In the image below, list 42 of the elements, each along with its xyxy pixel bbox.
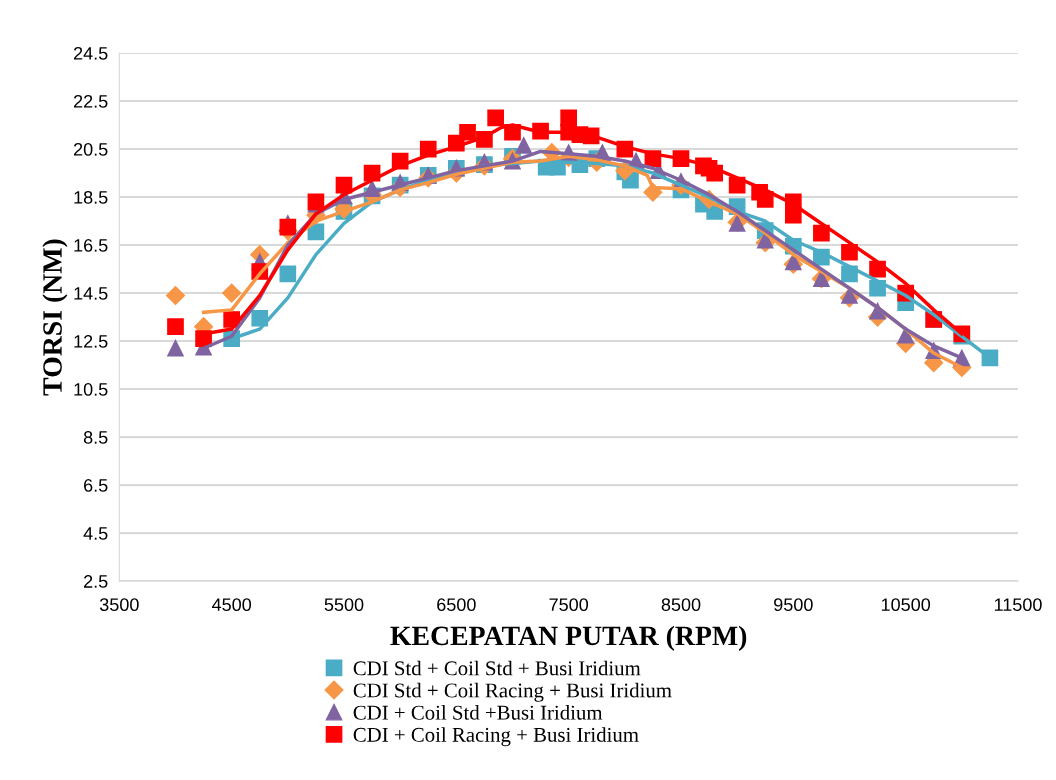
point [167, 318, 184, 336]
x-tick-label: 7500 [549, 598, 589, 612]
x-tick-label: 6500 [437, 598, 476, 612]
point [279, 218, 297, 236]
point [279, 265, 297, 283]
y-tick-label: 6.5 [84, 479, 108, 492]
legend-label: CDI Std + Coil Racing + Busi Iridium [353, 682, 672, 702]
point [756, 191, 774, 208]
x-axis-title: KECEPATAN PUTAR (RPM) [390, 625, 747, 651]
point [869, 279, 886, 297]
y-tick-label: 24.5 [73, 46, 108, 60]
x-tick-label: 3500 [99, 598, 139, 612]
point [560, 109, 577, 127]
legend-label: CDI Std + Coil Std + Busi Iridium [353, 660, 641, 676]
y-tick-label: 22.5 [73, 94, 108, 108]
point [165, 285, 186, 306]
y-tick-label: 18.5 [74, 190, 108, 204]
x-tick-label: 9500 [774, 598, 813, 612]
y-tick-label: 4.5 [83, 527, 108, 540]
y-tick-label: 10.5 [74, 383, 108, 396]
x-tick-label: 8500 [661, 598, 701, 612]
point [515, 137, 533, 154]
x-tick-label: 4500 [211, 598, 252, 612]
y-tick-label: 20.5 [73, 142, 108, 156]
y-tick-label: 8.5 [83, 431, 108, 444]
x-tick-label: 11500 [994, 598, 1042, 612]
y-tick-label: 12.5 [74, 335, 108, 348]
y-axis-title: TORSI (NM) [42, 239, 68, 396]
y-tick-label: 14.5 [74, 287, 108, 300]
point [167, 339, 184, 357]
point [459, 123, 476, 141]
point [487, 109, 504, 127]
x-tick-label: 10500 [881, 598, 931, 612]
point [784, 206, 802, 224]
point [222, 283, 242, 303]
y-tick-label: 2.5 [84, 575, 108, 588]
legend-label: CDI + Coil Racing + Busi Iridium [353, 727, 639, 747]
point [251, 309, 269, 327]
legend-label: CDI + Coil Std +Busi Iridium [353, 705, 603, 720]
y-tick-label: 16.5 [74, 239, 108, 252]
x-tick-label: 5500 [324, 598, 364, 612]
point [841, 243, 858, 261]
